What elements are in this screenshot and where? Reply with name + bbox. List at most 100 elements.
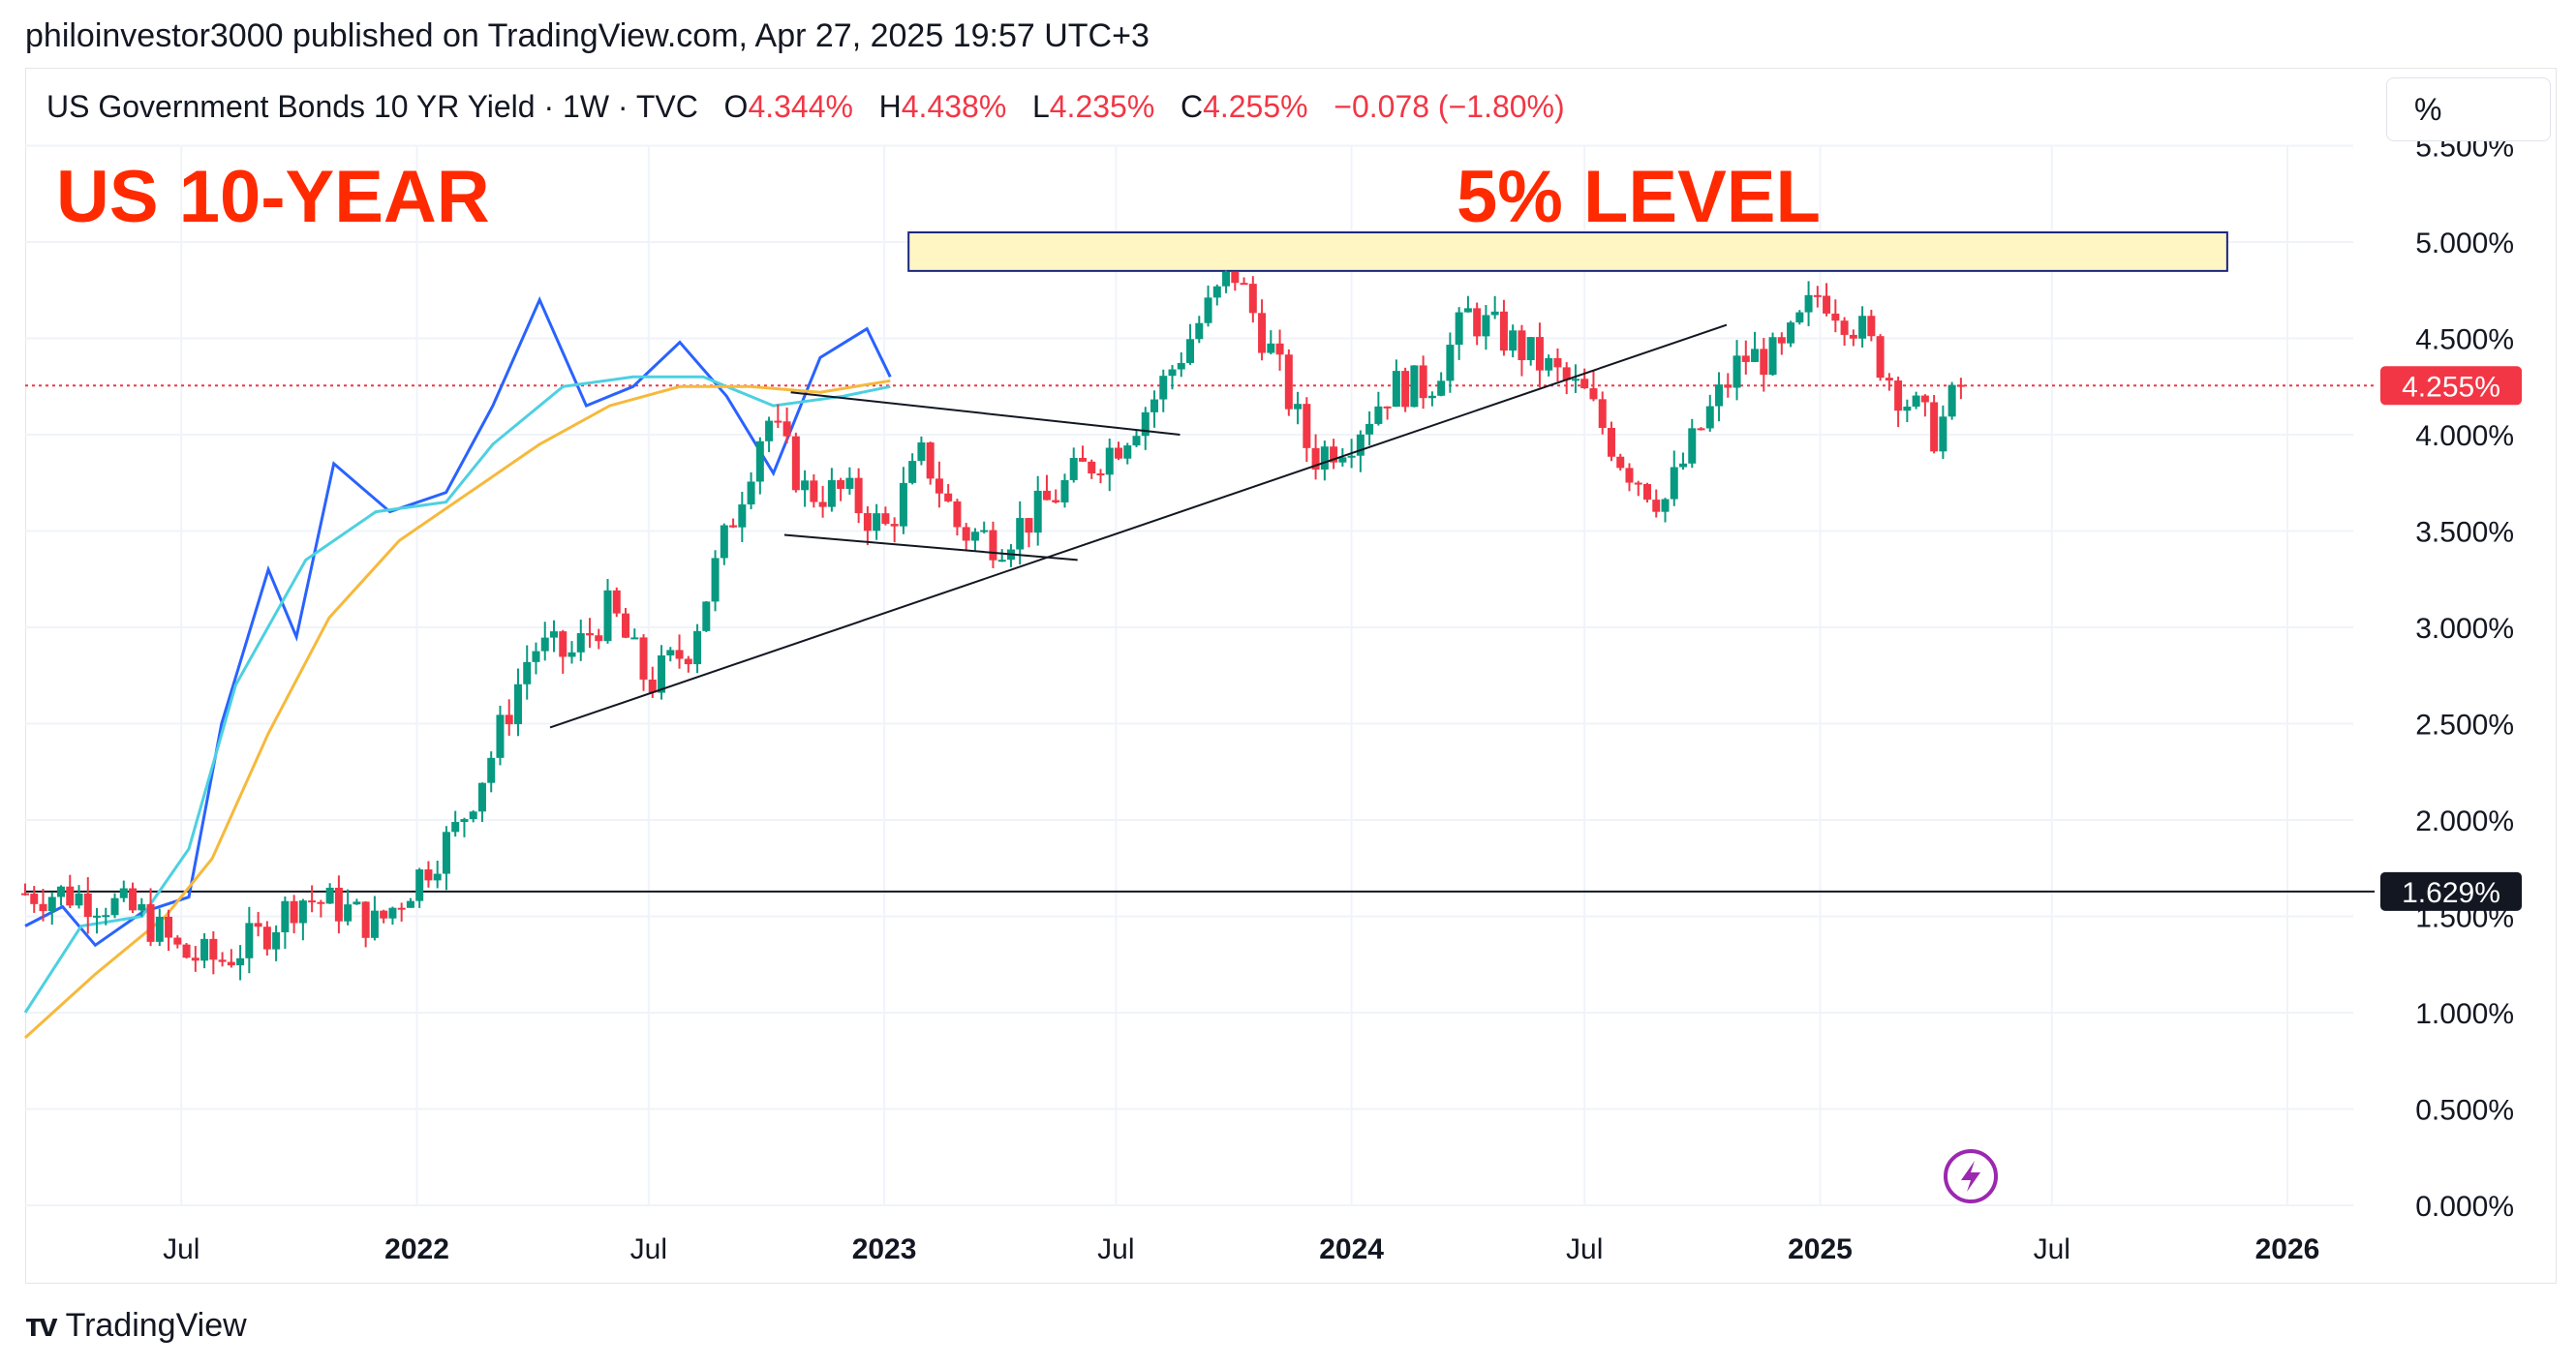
candle-body: [1697, 428, 1705, 431]
candle-body: [281, 900, 290, 932]
candle-body: [66, 886, 75, 906]
candle-body: [1867, 316, 1876, 337]
candle-body: [1642, 483, 1651, 501]
candle-body: [1661, 499, 1670, 512]
five-percent-zone: [907, 231, 2228, 272]
footer-brand: TradingView: [65, 1307, 247, 1344]
lightning-bolt-icon[interactable]: [1944, 1149, 1998, 1203]
candle-body: [1535, 337, 1544, 371]
candle-body: [1311, 447, 1320, 471]
candle-body: [1787, 322, 1795, 344]
candle-body: [370, 910, 379, 938]
candle-body: [1410, 365, 1419, 408]
candle-body: [559, 631, 567, 657]
percent-label: %: [2414, 91, 2442, 127]
candle-body: [1545, 357, 1553, 371]
candle-body: [1392, 371, 1400, 408]
candle-body: [908, 461, 917, 483]
candle-body: [1499, 311, 1508, 351]
candle-body: [873, 513, 881, 532]
moving-averages-layer: [23, 295, 892, 1040]
candle-body: [1016, 518, 1025, 550]
candle-body: [863, 513, 872, 532]
candle-body: [782, 421, 791, 437]
candle-body: [827, 479, 836, 507]
candle-body: [720, 525, 728, 559]
candle-body: [1365, 423, 1374, 435]
candle-body: [622, 613, 630, 638]
chart-frame: [25, 68, 2557, 1284]
candle-body: [1204, 297, 1212, 323]
candle-body: [810, 480, 818, 502]
x-tick-label: 2024: [1319, 1233, 1384, 1265]
candle-body: [755, 440, 764, 482]
x-tick-label: 2022: [384, 1233, 449, 1265]
candle-body: [1580, 379, 1589, 389]
candle-body: [155, 916, 164, 942]
candle-body: [200, 938, 209, 961]
candle-body: [138, 904, 146, 911]
candle-body: [344, 904, 353, 922]
candle-body: [353, 901, 361, 905]
candle-body: [30, 894, 39, 904]
candle-body: [1069, 458, 1078, 480]
candle-body: [1275, 343, 1284, 355]
moving-average-ma_mid: [23, 375, 891, 1014]
candle-body: [675, 650, 684, 659]
candle-body: [1267, 343, 1275, 353]
candle-body: [93, 915, 102, 918]
candle-body: [110, 897, 119, 916]
y-tick-label: 5.000%: [2415, 228, 2514, 259]
trendline: [549, 323, 1728, 729]
price-label-box: [2380, 871, 2522, 911]
trendlines-layer: [549, 323, 1728, 729]
candle-body: [595, 635, 603, 642]
candle-body: [1679, 463, 1688, 468]
candle-body: [1598, 399, 1607, 429]
candle-body: [308, 900, 317, 903]
candle-body: [532, 651, 540, 662]
candle-body: [666, 650, 675, 656]
tradingview-logo-icon: ᴛᴠ: [25, 1307, 58, 1344]
low-label: L: [1031, 89, 1050, 124]
close-value: 4.255%: [1203, 89, 1308, 124]
candle-body: [1920, 395, 1929, 403]
candle-body: [218, 959, 227, 962]
candle-body: [576, 633, 585, 653]
candle-body: [1033, 490, 1042, 533]
candle-body: [1168, 369, 1177, 377]
percent-scale-button[interactable]: %: [2386, 77, 2551, 141]
candle-body: [262, 927, 271, 950]
candle-body: [845, 477, 854, 489]
candle-body: [191, 957, 199, 961]
candle-body: [540, 637, 549, 652]
candle-body: [487, 757, 496, 783]
candle-body: [1652, 500, 1661, 512]
candle-body: [702, 601, 711, 631]
candle-body: [1733, 355, 1741, 388]
candle-body: [1616, 456, 1625, 469]
candle-body: [854, 477, 863, 514]
candle-body: [1320, 446, 1329, 471]
candle-body: [397, 907, 406, 910]
price-labels-layer: 1.629% 4.255%: [2380, 366, 2522, 911]
tradingview-footer[interactable]: ᴛᴠ TradingView: [25, 1307, 247, 1345]
candle-body: [129, 888, 138, 911]
candle-body: [388, 907, 397, 919]
candle-body: [39, 903, 47, 912]
candle-body: [460, 819, 469, 823]
candle-body: [1894, 380, 1903, 411]
candle-body: [603, 590, 612, 642]
candle-body: [1042, 490, 1051, 501]
candle-body: [926, 442, 935, 479]
candle-body: [1625, 468, 1634, 483]
candle-body: [1427, 395, 1436, 399]
candle-body: [953, 501, 962, 528]
candles-layer: [21, 270, 1965, 981]
candle-body: [317, 901, 325, 904]
candle-body: [1088, 461, 1096, 474]
candle-body: [442, 832, 450, 874]
candle-body: [433, 873, 442, 881]
candle-body: [290, 900, 298, 924]
